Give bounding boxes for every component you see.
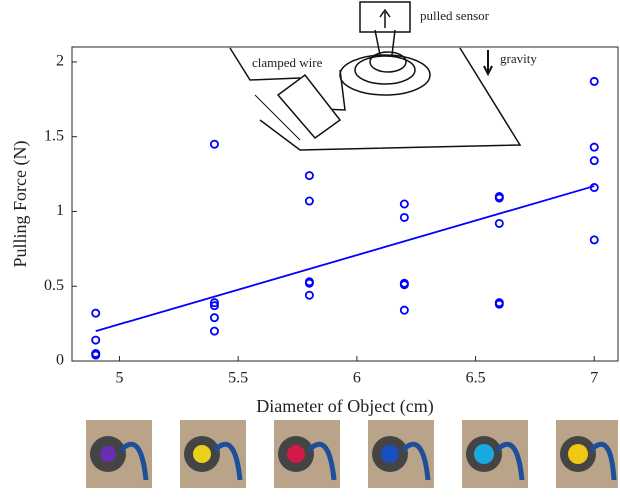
data-point <box>401 307 408 314</box>
data-point <box>401 200 408 207</box>
fit-line <box>96 186 595 331</box>
page: pulled sensor gravity clamped wire Diame… <box>0 0 620 497</box>
annotation: gravity <box>500 51 537 66</box>
data-point <box>92 310 99 317</box>
x-tick-label: 5.5 <box>228 370 248 387</box>
data-point <box>211 314 218 321</box>
data-point <box>306 197 313 204</box>
y-tick-label: 2 <box>56 53 64 70</box>
data-point <box>591 144 598 151</box>
data-point <box>211 327 218 334</box>
data-point <box>591 78 598 85</box>
data-point <box>306 292 313 299</box>
x-tick-label: 5 <box>115 370 123 387</box>
x-tick-label: 6.5 <box>466 370 486 387</box>
annotation: pulled sensor <box>420 8 490 23</box>
y-axis-label: Pulling Force (N) <box>10 141 31 268</box>
data-point <box>92 336 99 343</box>
inset-diagram <box>230 2 520 150</box>
x-tick-label: 6 <box>353 370 361 387</box>
y-tick-label: 0.5 <box>44 277 64 294</box>
x-tick-label: 7 <box>590 370 598 387</box>
data-point <box>211 141 218 148</box>
chart: pulled sensor gravity clamped wire Diame… <box>0 0 620 492</box>
data-point <box>306 172 313 179</box>
y-tick-label: 1 <box>56 202 64 219</box>
data-point <box>496 220 503 227</box>
data-point <box>591 236 598 243</box>
data-point <box>401 214 408 221</box>
object-photos <box>86 420 618 488</box>
y-tick-label: 0 <box>56 352 64 369</box>
y-tick-label: 1.5 <box>44 127 64 144</box>
data-point <box>591 157 598 164</box>
annotation: clamped wire <box>252 55 323 70</box>
x-axis-label: Diameter of Object (cm) <box>256 396 433 417</box>
